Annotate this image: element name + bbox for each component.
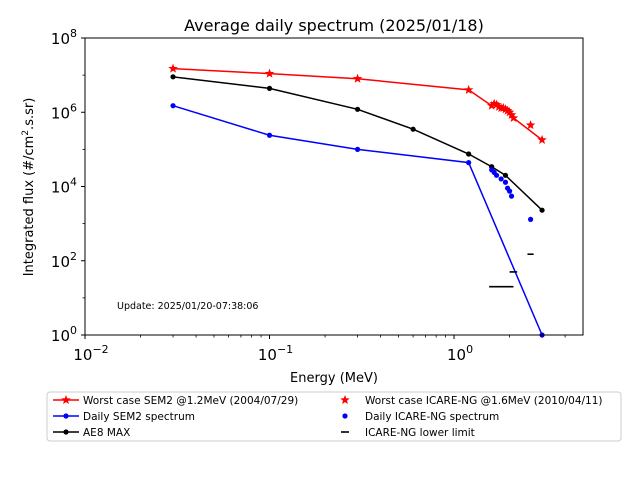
legend-label: Daily SEM2 spectrum [83,411,195,423]
x-axis-ticks: 10−2 10−1 100 [73,335,566,364]
legend-label: Worst case ICARE-NG @1.6MeV (2010/04/11) [365,395,603,407]
data-point [170,74,176,80]
data-point [498,176,504,182]
data-point [266,132,273,138]
x-tick-label: 10−1 [258,343,293,364]
y-tick-label: 102 [51,250,77,271]
data-point [463,84,474,94]
update-annotation: Update: 2025/01/20-07:38:06 [117,301,258,312]
legend-swatch-marker [63,413,69,419]
legend-swatch-marker [340,395,350,405]
series-4 [489,167,534,222]
y-tick-label: 106 [51,101,77,122]
data-point [498,103,509,113]
y-axis-label-sup: 2 [21,130,31,136]
data-point [506,109,517,119]
data-point [466,160,472,166]
data-point [494,101,504,111]
legend-item: AE8 MAX [53,427,130,439]
y-tick-label: 100 [51,324,77,345]
data-point [537,134,547,144]
data-point [352,73,363,83]
data-point [493,172,500,178]
data-point [491,99,502,109]
data-point [170,103,176,109]
y-axis-label: Integrated flux (#/cm2.s.sr) [21,98,37,277]
legend-swatch-marker [61,395,71,405]
data-point [539,207,545,213]
x-axis-label: Energy (MeV) [290,371,378,386]
series-line [172,76,543,211]
legend-label: Worst case SEM2 @1.2MeV (2004/07/29) [83,395,298,407]
data-point [502,172,509,178]
series-5 [489,253,534,288]
legend: Worst case SEM2 @1.2MeV (2004/07/29) Dail… [46,391,622,442]
data-point [264,68,275,78]
data-point [168,63,178,73]
data-point [504,107,515,117]
chart-title: Average daily spectrum (2025/01/18) [184,16,484,35]
plot-marks [168,63,547,338]
series-2 [170,74,545,213]
y-tick-label: 104 [51,176,77,197]
data-point [466,151,472,157]
data-point [266,85,273,91]
series-3 [525,120,536,130]
legend-item: Daily SEM2 spectrum [53,411,195,423]
data-point [527,216,534,222]
y-axis-label-end: .s.sr) [22,98,37,130]
legend-item: ICARE-NG lower limit [341,427,475,439]
legend-box [46,391,622,442]
data-point [502,105,513,115]
legend-label: Daily ICARE-NG spectrum [365,411,499,423]
x-tick-label: 10−2 [73,343,108,364]
data-point [506,188,513,194]
data-point [410,126,416,132]
legend-item: Worst case SEM2 @1.2MeV (2004/07/29) [53,395,298,407]
legend-item: Worst case ICARE-NG @1.6MeV (2010/04/11) [340,395,603,407]
data-point [354,146,361,152]
legend-swatch-marker [342,413,348,419]
data-point [525,120,536,130]
data-point [502,179,509,185]
legend-item: Daily ICARE-NG spectrum [342,411,499,423]
legend-swatch-marker [63,429,69,435]
legend-label: ICARE-NG lower limit [365,427,475,439]
series-0 [168,63,547,144]
data-point [486,100,497,110]
data-point [354,106,361,112]
data-point [500,104,511,114]
y-axis-ticks: 100 102 104 106 108 [51,27,85,345]
data-point [508,193,515,199]
data-point [508,113,519,123]
legend-label: AE8 MAX [83,427,130,439]
y-tick-label: 108 [51,27,77,48]
y-axis-label-main: Integrated flux (#/cm [22,136,37,277]
x-tick-label: 100 [447,343,473,364]
